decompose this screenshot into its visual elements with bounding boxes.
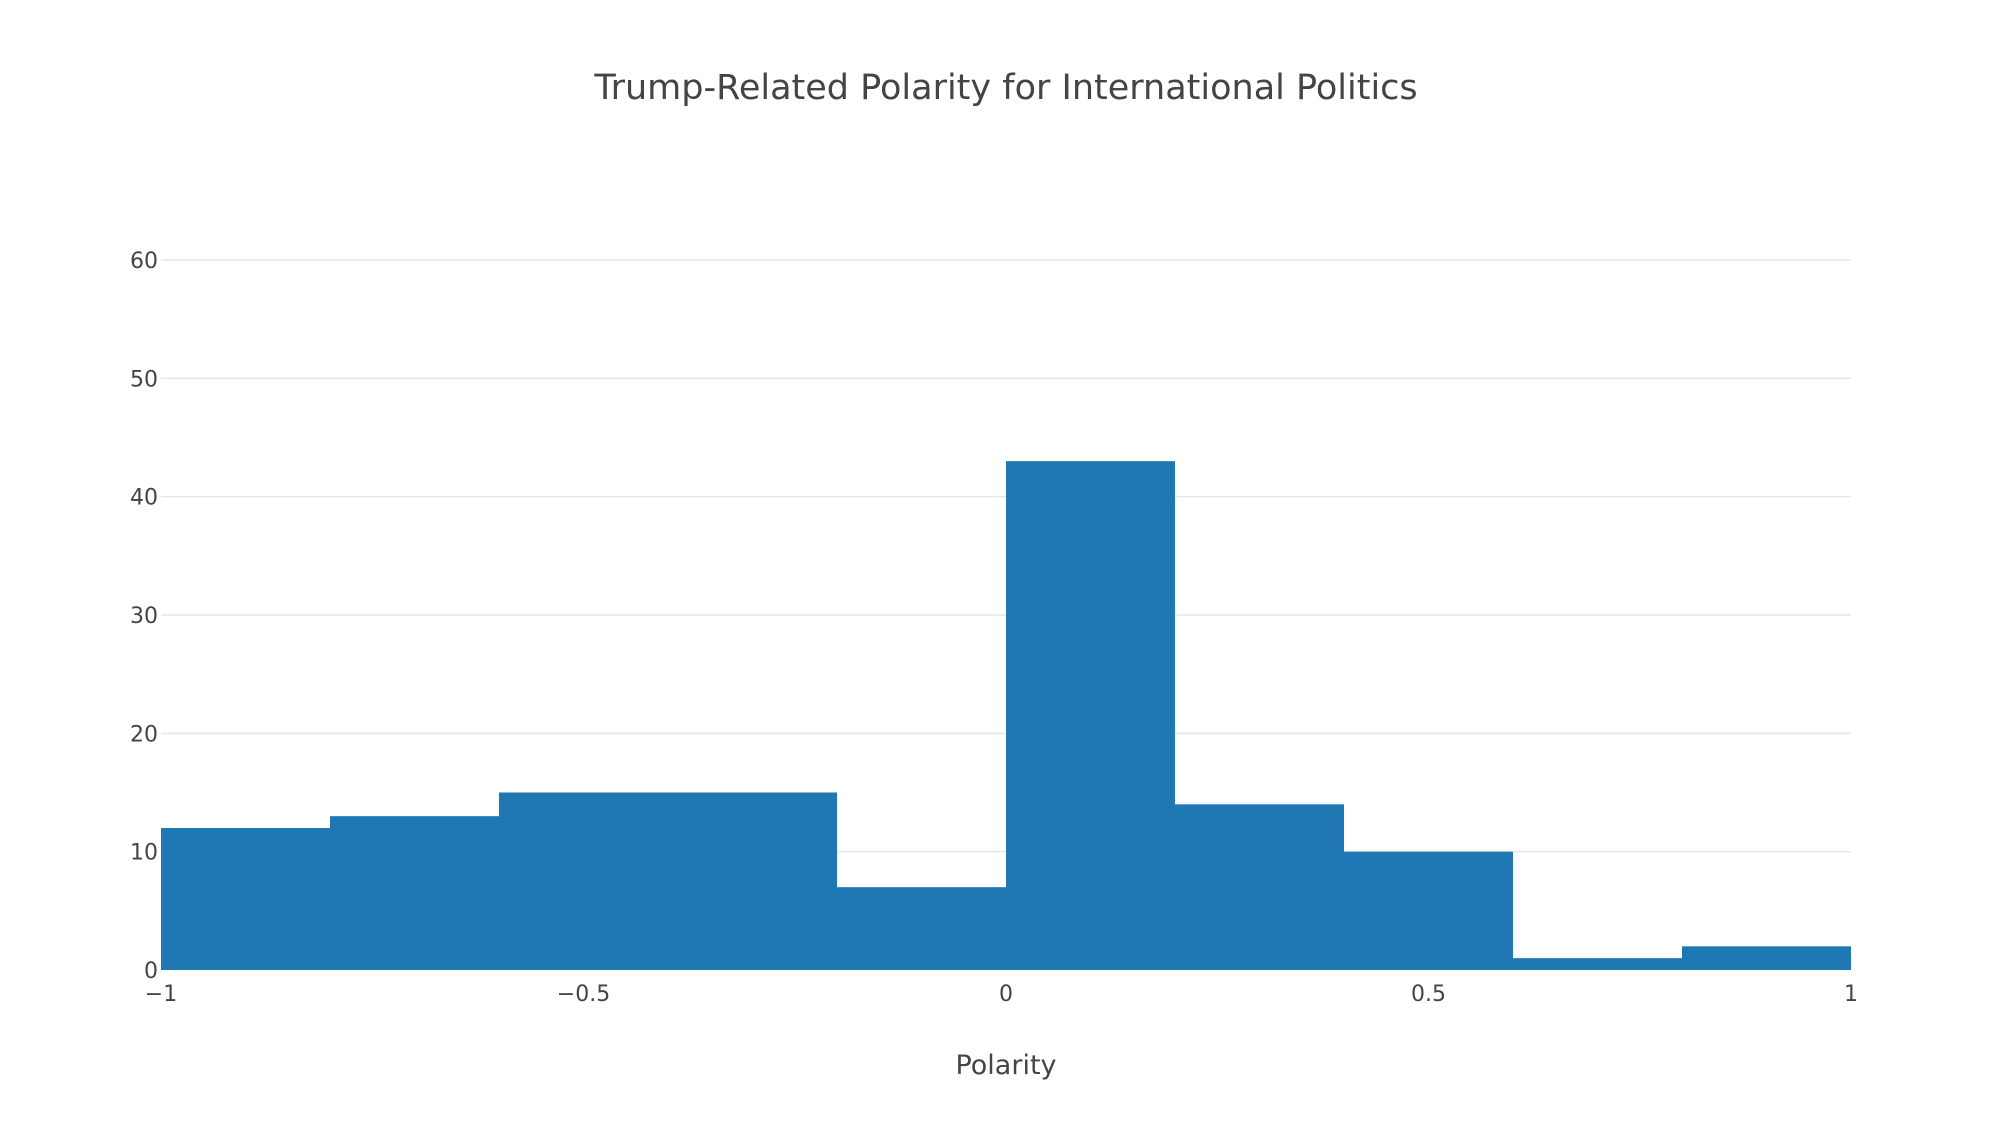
y-tick-label: 30 xyxy=(130,604,158,629)
x-tick-label: 1 xyxy=(1844,982,1858,1007)
histogram-bar xyxy=(1513,958,1682,970)
x-tick-label: 0.5 xyxy=(1411,982,1446,1007)
histogram-bar xyxy=(499,792,668,970)
histogram-bar xyxy=(1344,851,1513,970)
bars xyxy=(161,461,1851,970)
x-axis-title: Polarity xyxy=(955,1050,1056,1081)
y-tick-label: 0 xyxy=(144,959,158,984)
y-tick-label: 10 xyxy=(130,841,158,866)
y-tick-label: 60 xyxy=(130,249,158,274)
y-tick-label: 40 xyxy=(130,486,158,511)
y-tick-label: 50 xyxy=(130,367,158,392)
histogram-bar xyxy=(1175,804,1344,970)
x-tick-label: −0.5 xyxy=(557,982,610,1007)
chart-title: Trump-Related Polarity for International… xyxy=(593,68,1417,108)
histogram-bar xyxy=(837,887,1006,970)
x-tick-label: 0 xyxy=(999,982,1013,1007)
x-axis-ticks: −1 −0.5 0 0.5 1 xyxy=(145,982,1858,1007)
histogram-bar xyxy=(1682,946,1851,970)
y-axis-ticks: 0 10 20 30 40 50 60 xyxy=(130,249,158,984)
histogram-bar xyxy=(1006,461,1175,970)
y-tick-label: 20 xyxy=(130,722,158,747)
x-tick-label: −1 xyxy=(145,982,177,1007)
histogram-bar xyxy=(330,816,499,970)
histogram-bar xyxy=(161,828,330,970)
histogram-bar xyxy=(668,792,837,970)
